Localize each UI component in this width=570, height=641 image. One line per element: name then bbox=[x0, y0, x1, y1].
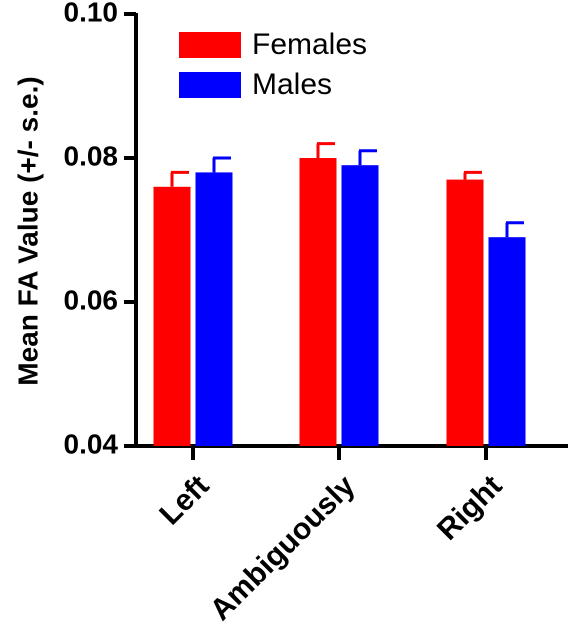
bar-females-left bbox=[153, 186, 191, 447]
x-tick-label: Ambiguously bbox=[204, 469, 362, 627]
legend: Females Males bbox=[179, 28, 367, 101]
y-ticks: 0.04 0.06 0.08 0.10 bbox=[64, 0, 136, 459]
error-bars bbox=[170, 142, 524, 238]
y-tick-label: 0.10 bbox=[64, 0, 119, 27]
y-tick-label: 0.06 bbox=[64, 284, 119, 315]
bar-females-ambiguously bbox=[299, 158, 337, 446]
x-tick-label: Right bbox=[431, 469, 509, 547]
bar-females-right bbox=[446, 179, 484, 446]
bar-males-ambiguously bbox=[341, 165, 379, 446]
y-tick-label: 0.08 bbox=[64, 140, 119, 171]
legend-swatch-females bbox=[179, 32, 241, 58]
legend-label-males: Males bbox=[252, 68, 332, 101]
bar-males-left bbox=[195, 172, 233, 446]
bars bbox=[153, 158, 526, 447]
bar-males-right bbox=[488, 237, 526, 446]
legend-swatch-males bbox=[179, 72, 241, 98]
x-tick-label: Left bbox=[153, 469, 215, 531]
legend-label-females: Females bbox=[252, 28, 367, 61]
y-axis-label: Mean FA Value (+/- s.e.) bbox=[12, 76, 43, 385]
y-tick-label: 0.04 bbox=[64, 428, 119, 459]
